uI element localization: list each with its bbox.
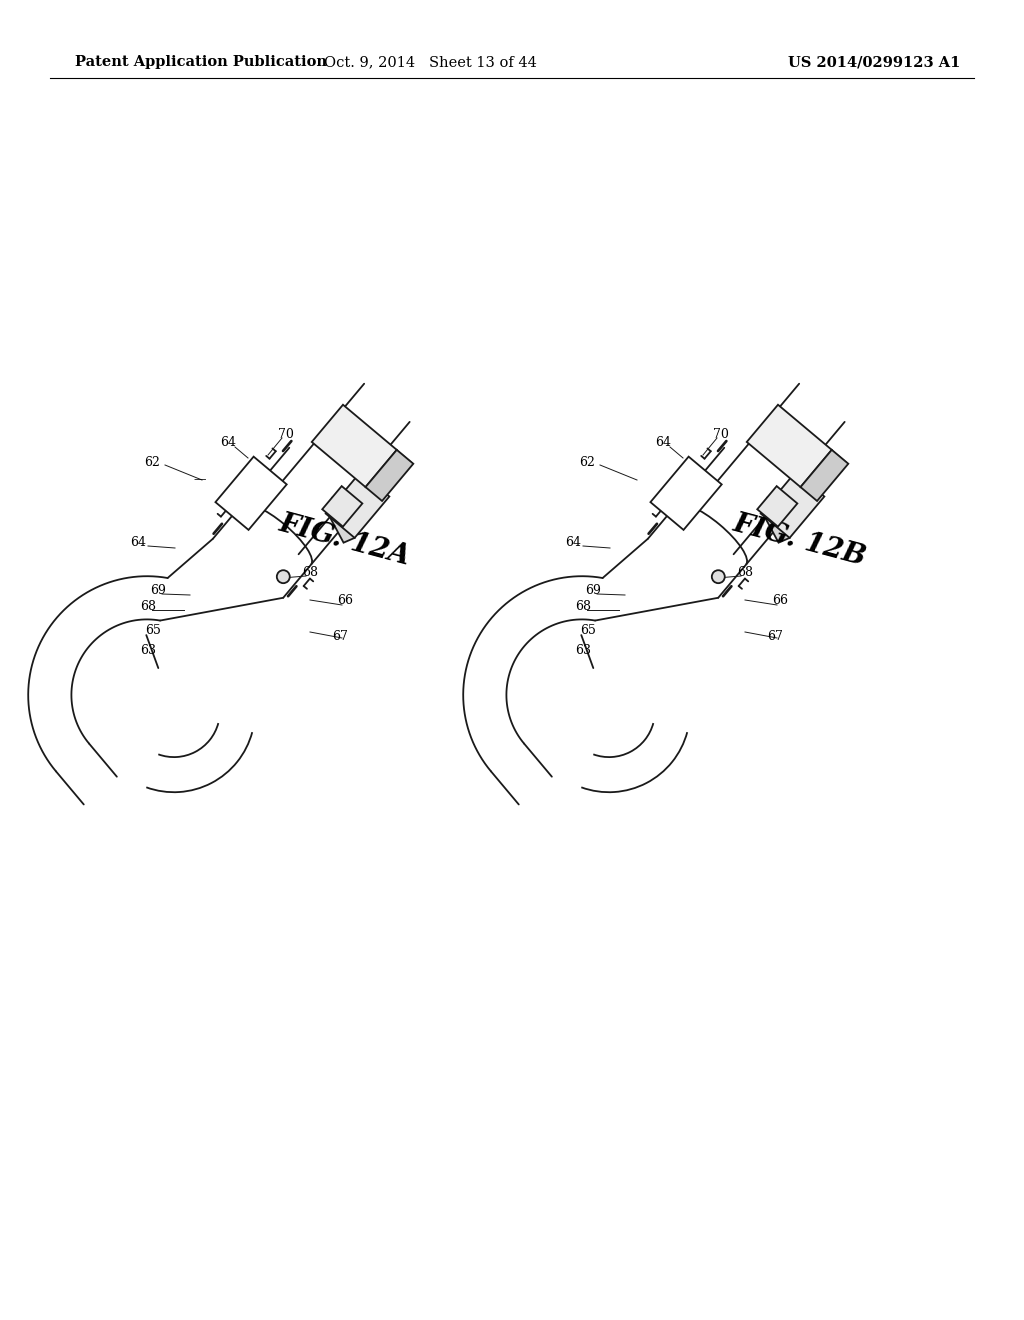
Text: Patent Application Publication: Patent Application Publication bbox=[75, 55, 327, 69]
Text: 64: 64 bbox=[220, 437, 236, 450]
Text: US 2014/0299123 A1: US 2014/0299123 A1 bbox=[787, 55, 961, 69]
Text: 64: 64 bbox=[130, 536, 146, 549]
Text: 68: 68 bbox=[737, 565, 753, 578]
Text: 70: 70 bbox=[713, 429, 729, 441]
Polygon shape bbox=[215, 457, 287, 529]
Text: 68: 68 bbox=[140, 601, 156, 614]
Text: 67: 67 bbox=[332, 630, 348, 643]
Polygon shape bbox=[366, 450, 414, 502]
Text: FIG. 12A: FIG. 12A bbox=[276, 510, 414, 570]
Text: 68: 68 bbox=[575, 601, 591, 614]
Polygon shape bbox=[765, 504, 790, 543]
Polygon shape bbox=[650, 457, 722, 529]
Text: FIG. 12B: FIG. 12B bbox=[730, 510, 869, 570]
Text: 64: 64 bbox=[655, 437, 671, 450]
Polygon shape bbox=[746, 405, 831, 487]
Polygon shape bbox=[311, 405, 396, 487]
Text: 69: 69 bbox=[585, 583, 601, 597]
Text: 64: 64 bbox=[565, 536, 581, 549]
Text: 62: 62 bbox=[579, 457, 595, 470]
Circle shape bbox=[712, 570, 725, 583]
Text: 67: 67 bbox=[767, 630, 783, 643]
Polygon shape bbox=[761, 473, 824, 537]
Text: 69: 69 bbox=[151, 583, 166, 597]
Circle shape bbox=[772, 500, 803, 531]
Text: 66: 66 bbox=[772, 594, 788, 606]
Polygon shape bbox=[323, 486, 362, 527]
Text: 65: 65 bbox=[580, 623, 596, 636]
Polygon shape bbox=[330, 504, 354, 543]
Polygon shape bbox=[801, 450, 848, 502]
Text: 62: 62 bbox=[144, 457, 160, 470]
Text: 68: 68 bbox=[302, 565, 318, 578]
Text: 70: 70 bbox=[279, 429, 294, 441]
Text: 63: 63 bbox=[140, 644, 156, 656]
Text: 66: 66 bbox=[337, 594, 353, 606]
Circle shape bbox=[276, 570, 290, 583]
Text: —: — bbox=[194, 474, 206, 487]
Polygon shape bbox=[757, 486, 798, 527]
Polygon shape bbox=[326, 473, 389, 537]
Text: 63: 63 bbox=[575, 644, 591, 656]
Circle shape bbox=[338, 500, 368, 531]
Text: 65: 65 bbox=[145, 623, 161, 636]
Text: Oct. 9, 2014   Sheet 13 of 44: Oct. 9, 2014 Sheet 13 of 44 bbox=[324, 55, 537, 69]
